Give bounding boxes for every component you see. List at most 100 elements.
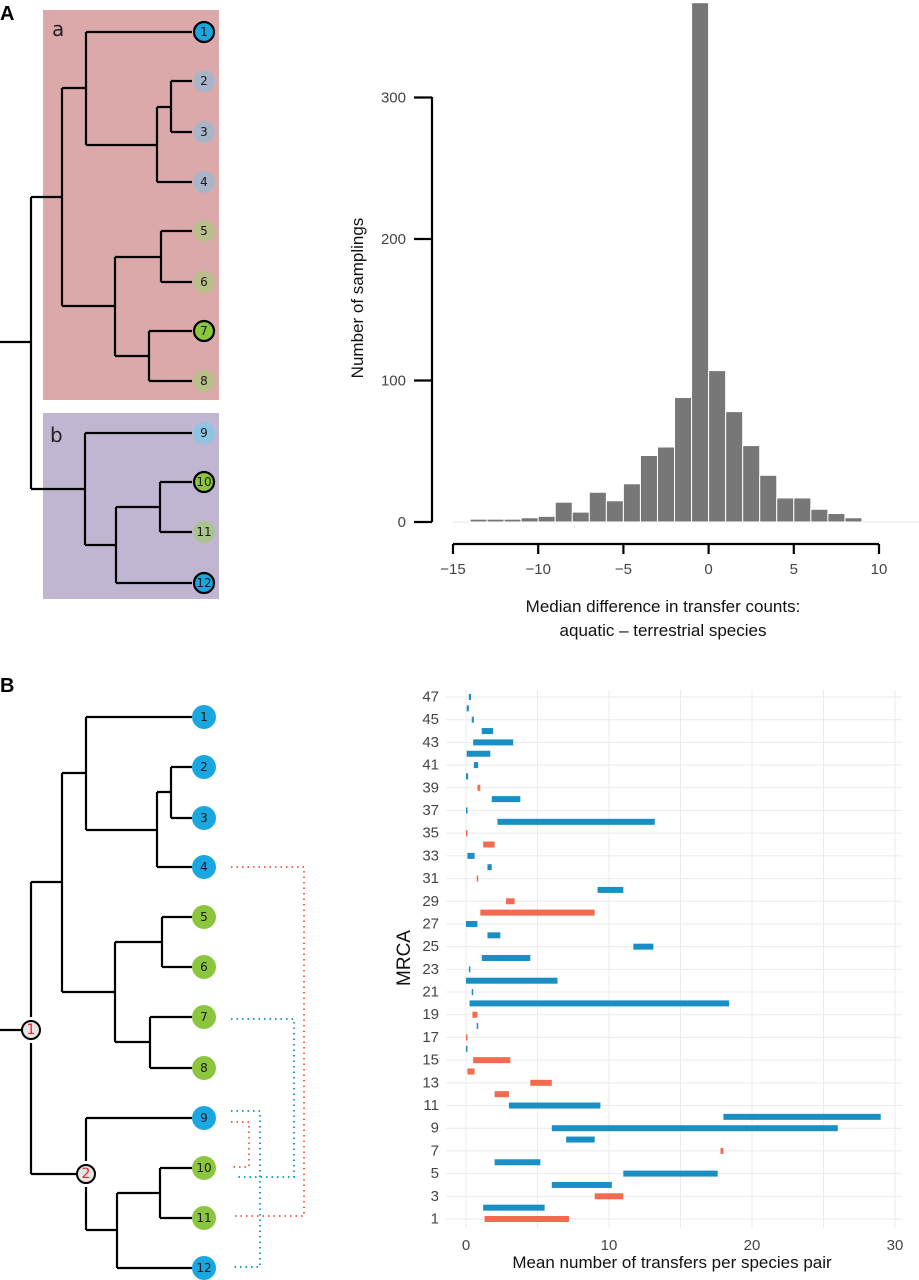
mrca-range-bar-31 — [476, 875, 479, 882]
tree-b-leaf-8: 8 — [192, 1056, 216, 1080]
leaf-label: 12 — [196, 1261, 211, 1275]
leaf-label: 1 — [200, 25, 208, 39]
histogram-y-tick-label: 100 — [381, 373, 406, 390]
mrca-x-tick-label: 20 — [744, 1237, 761, 1254]
clade-a-label: a — [52, 17, 64, 41]
mrca-y-tick-label: 37 — [422, 802, 439, 819]
tree-b-leaf-11: 11 — [192, 1206, 216, 1230]
leaf-label: 8 — [200, 1061, 208, 1075]
mrca-y-tick-label: 5 — [431, 1165, 439, 1182]
histogram-bar — [793, 497, 812, 523]
branch — [160, 915, 192, 969]
tree-a-branches — [0, 30, 192, 585]
branch — [147, 329, 192, 383]
mrca-range-bar-17 — [466, 1034, 468, 1041]
leaf-label: 10 — [196, 1161, 211, 1175]
branch — [155, 790, 192, 869]
branch — [148, 1015, 192, 1070]
branch — [83, 431, 192, 547]
internal-node-1: 1 — [21, 1020, 41, 1040]
mrca-range-bar-2 — [483, 1204, 545, 1211]
tree-a-leaf-9: 9 — [193, 422, 215, 444]
mrca-y-tick-label: 45 — [422, 711, 439, 728]
histogram-bar — [691, 2, 710, 523]
branch — [84, 30, 192, 147]
branch — [113, 255, 161, 358]
tree-a-leaf-3: 3 — [193, 121, 215, 143]
mrca-range-bar-13 — [530, 1079, 552, 1086]
panel-a-letter: A — [0, 3, 14, 25]
mrca-y-tick-label: 7 — [431, 1142, 439, 1159]
leaf-label: 2 — [200, 760, 208, 774]
mrca-range-bar-42 — [466, 750, 491, 757]
mrca-range-bar-10 — [723, 1113, 881, 1120]
tree-b-leaf-3: 3 — [192, 806, 216, 830]
leaf-label: 11 — [196, 525, 211, 539]
mrca-range-bar-21 — [471, 989, 474, 996]
mrca-range-bar-16 — [466, 1045, 468, 1052]
histogram-bar — [656, 446, 676, 523]
clade-b-label: b — [50, 423, 63, 447]
histogram-x-tick-label: 5 — [790, 561, 798, 578]
mrca-range-bar-26 — [487, 932, 501, 939]
mrca-range-bar-28 — [480, 909, 595, 916]
histogram-bar — [810, 508, 829, 523]
transfer-link-9-10 — [231, 1121, 250, 1168]
tree-b-branches — [0, 715, 192, 1270]
leaf-marker — [192, 1156, 216, 1180]
mrca-range-bar-20 — [469, 1000, 730, 1007]
leaf-marker — [192, 806, 216, 830]
branch — [158, 1166, 192, 1220]
mrca-y-tick-label: 11 — [423, 1097, 439, 1114]
tree-b-leaf-12: 12 — [192, 1256, 216, 1280]
mrca-y-tick-label: 41 — [422, 757, 439, 774]
mrca-range-bar-39 — [477, 784, 481, 791]
tree-b-leaf-9: 9 — [192, 1106, 216, 1130]
mrca-y-tick-label: 17 — [422, 1029, 439, 1046]
tree-a-leaf-12: 12 — [192, 571, 216, 595]
histogram-bar — [844, 517, 863, 523]
mrca-range-bar-35 — [466, 830, 468, 837]
tree-b-leaf-4: 4 — [192, 855, 216, 879]
mrca-y-tick-label: 25 — [422, 938, 439, 955]
histogram-bar — [486, 518, 505, 523]
tree-a-leaf-8: 8 — [193, 370, 215, 392]
panel-b-letter: B — [0, 675, 14, 697]
mrca-y-tick-label: 19 — [422, 1006, 439, 1023]
mrca-range-bar-12 — [494, 1091, 509, 1098]
tree-b-leaf-1: 1 — [192, 705, 216, 729]
leaf-label: 9 — [200, 426, 208, 440]
leaf-label: 3 — [200, 125, 208, 139]
leaf-marker — [193, 271, 215, 293]
histogram-bar — [588, 491, 607, 523]
mrca-range-bar-3 — [594, 1193, 624, 1200]
leaf-label: 2 — [200, 74, 208, 88]
mrca-range-bar-4 — [551, 1181, 612, 1188]
histogram-x-tick-label: −5 — [615, 561, 632, 578]
histogram-y-tick-label: 300 — [381, 90, 406, 107]
transfer-link-9-12 — [231, 1110, 261, 1268]
branch — [155, 105, 192, 184]
branch — [60, 86, 115, 308]
branch — [169, 765, 192, 820]
mrca-y-tick-label: 39 — [422, 779, 439, 796]
leaf-marker — [192, 1106, 216, 1130]
mrca-range-bar-40 — [466, 773, 469, 780]
branch — [115, 1191, 192, 1270]
histogram-bar — [469, 518, 488, 523]
histogram-bar — [827, 513, 846, 523]
mrca-range-bar-33 — [467, 852, 475, 859]
mrca-range-bar-19 — [472, 1011, 478, 1018]
histogram-x-tick-label: 10 — [871, 561, 888, 578]
mrca-x-tick-label: 0 — [462, 1237, 470, 1254]
mrca-y-tick-label: 33 — [422, 847, 439, 864]
leaf-label: 12 — [196, 576, 211, 590]
branch — [0, 880, 78, 1176]
histogram-chart: 0 100 200 300 −15 −10 −5 0 5 10 Median differenc… — [348, 2, 919, 640]
mrca-range-bar-14 — [467, 1068, 475, 1075]
mrca-range-bar-7 — [720, 1147, 724, 1154]
histogram-x-title-line1: Median difference in transfer counts: — [526, 597, 801, 616]
histogram-bar — [674, 396, 693, 523]
